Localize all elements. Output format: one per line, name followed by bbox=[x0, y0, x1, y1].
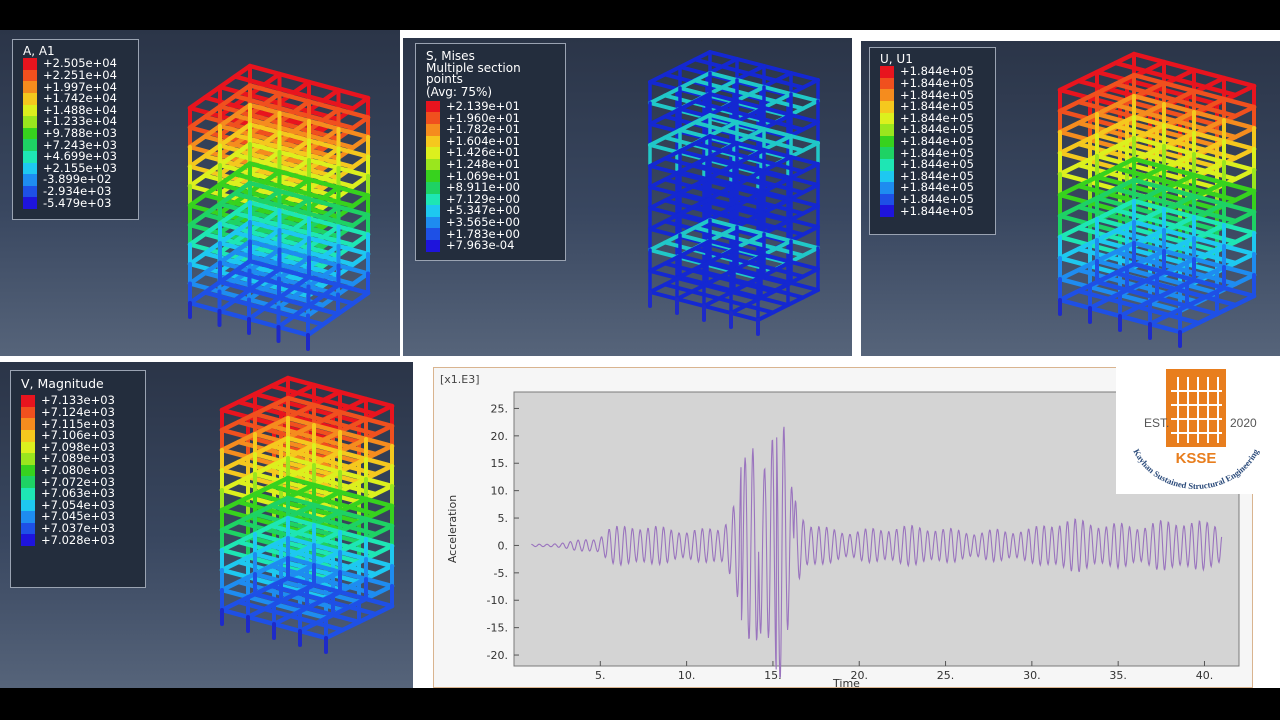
x-tick-label: 40. bbox=[1196, 669, 1214, 682]
x-tick-label: 10. bbox=[678, 669, 696, 682]
y-tick-label: 25. bbox=[491, 402, 509, 415]
y-tick-label: -5. bbox=[494, 567, 508, 580]
frame-model-vmag bbox=[0, 362, 413, 688]
panel-a1-viewport: A, A1 +2.505e+04 +2.251e+04 +1.997e+04 +1.7… bbox=[0, 30, 400, 356]
x-axis-label: Time bbox=[832, 677, 860, 687]
x-tick-label: 5. bbox=[595, 669, 606, 682]
x-tick-label: 25. bbox=[937, 669, 955, 682]
frame-model-u1 bbox=[861, 41, 1280, 356]
logo-year: 2020 bbox=[1230, 416, 1257, 430]
x-tick-label: 35. bbox=[1109, 669, 1127, 682]
y-tick-label: -20. bbox=[487, 649, 508, 662]
top-black-bar bbox=[0, 0, 1280, 30]
x-tick-label: 30. bbox=[1023, 669, 1041, 682]
chart-scale-label: [x1.E3] bbox=[440, 373, 480, 386]
y-tick-label: 10. bbox=[491, 485, 509, 498]
panel-u1-viewport: U, U1 +1.844e+05 +1.844e+05 +1.844e+05 +1.8… bbox=[861, 41, 1280, 356]
ksse-logo: EST. 2020 KSSE Kayhan Sustained Structur… bbox=[1116, 357, 1274, 494]
y-tick-label: 5. bbox=[498, 512, 509, 525]
panel-vmag-viewport: V, Magnitude +7.133e+03 +7.124e+03 +7.115e… bbox=[0, 362, 413, 688]
x-tick-label: 15. bbox=[764, 669, 782, 682]
y-tick-label: 20. bbox=[491, 430, 509, 443]
panel-mises-viewport: S, Mises Multiple section points (Avg: 7… bbox=[403, 38, 852, 356]
bottom-black-bar bbox=[0, 688, 1280, 720]
frame-model-mises bbox=[403, 38, 852, 356]
logo-est: EST. bbox=[1144, 416, 1169, 430]
y-tick-label: 15. bbox=[491, 457, 509, 470]
ksse-logo-graphic: EST. 2020 KSSE Kayhan Sustained Structur… bbox=[1116, 357, 1274, 494]
y-tick-label: -10. bbox=[487, 594, 508, 607]
logo-abbr: KSSE bbox=[1176, 450, 1217, 467]
y-axis-label: Acceleration bbox=[446, 495, 459, 563]
y-tick-label: -15. bbox=[487, 622, 508, 635]
y-tick-label: 0. bbox=[498, 539, 509, 552]
frame-model-a1 bbox=[0, 30, 400, 356]
